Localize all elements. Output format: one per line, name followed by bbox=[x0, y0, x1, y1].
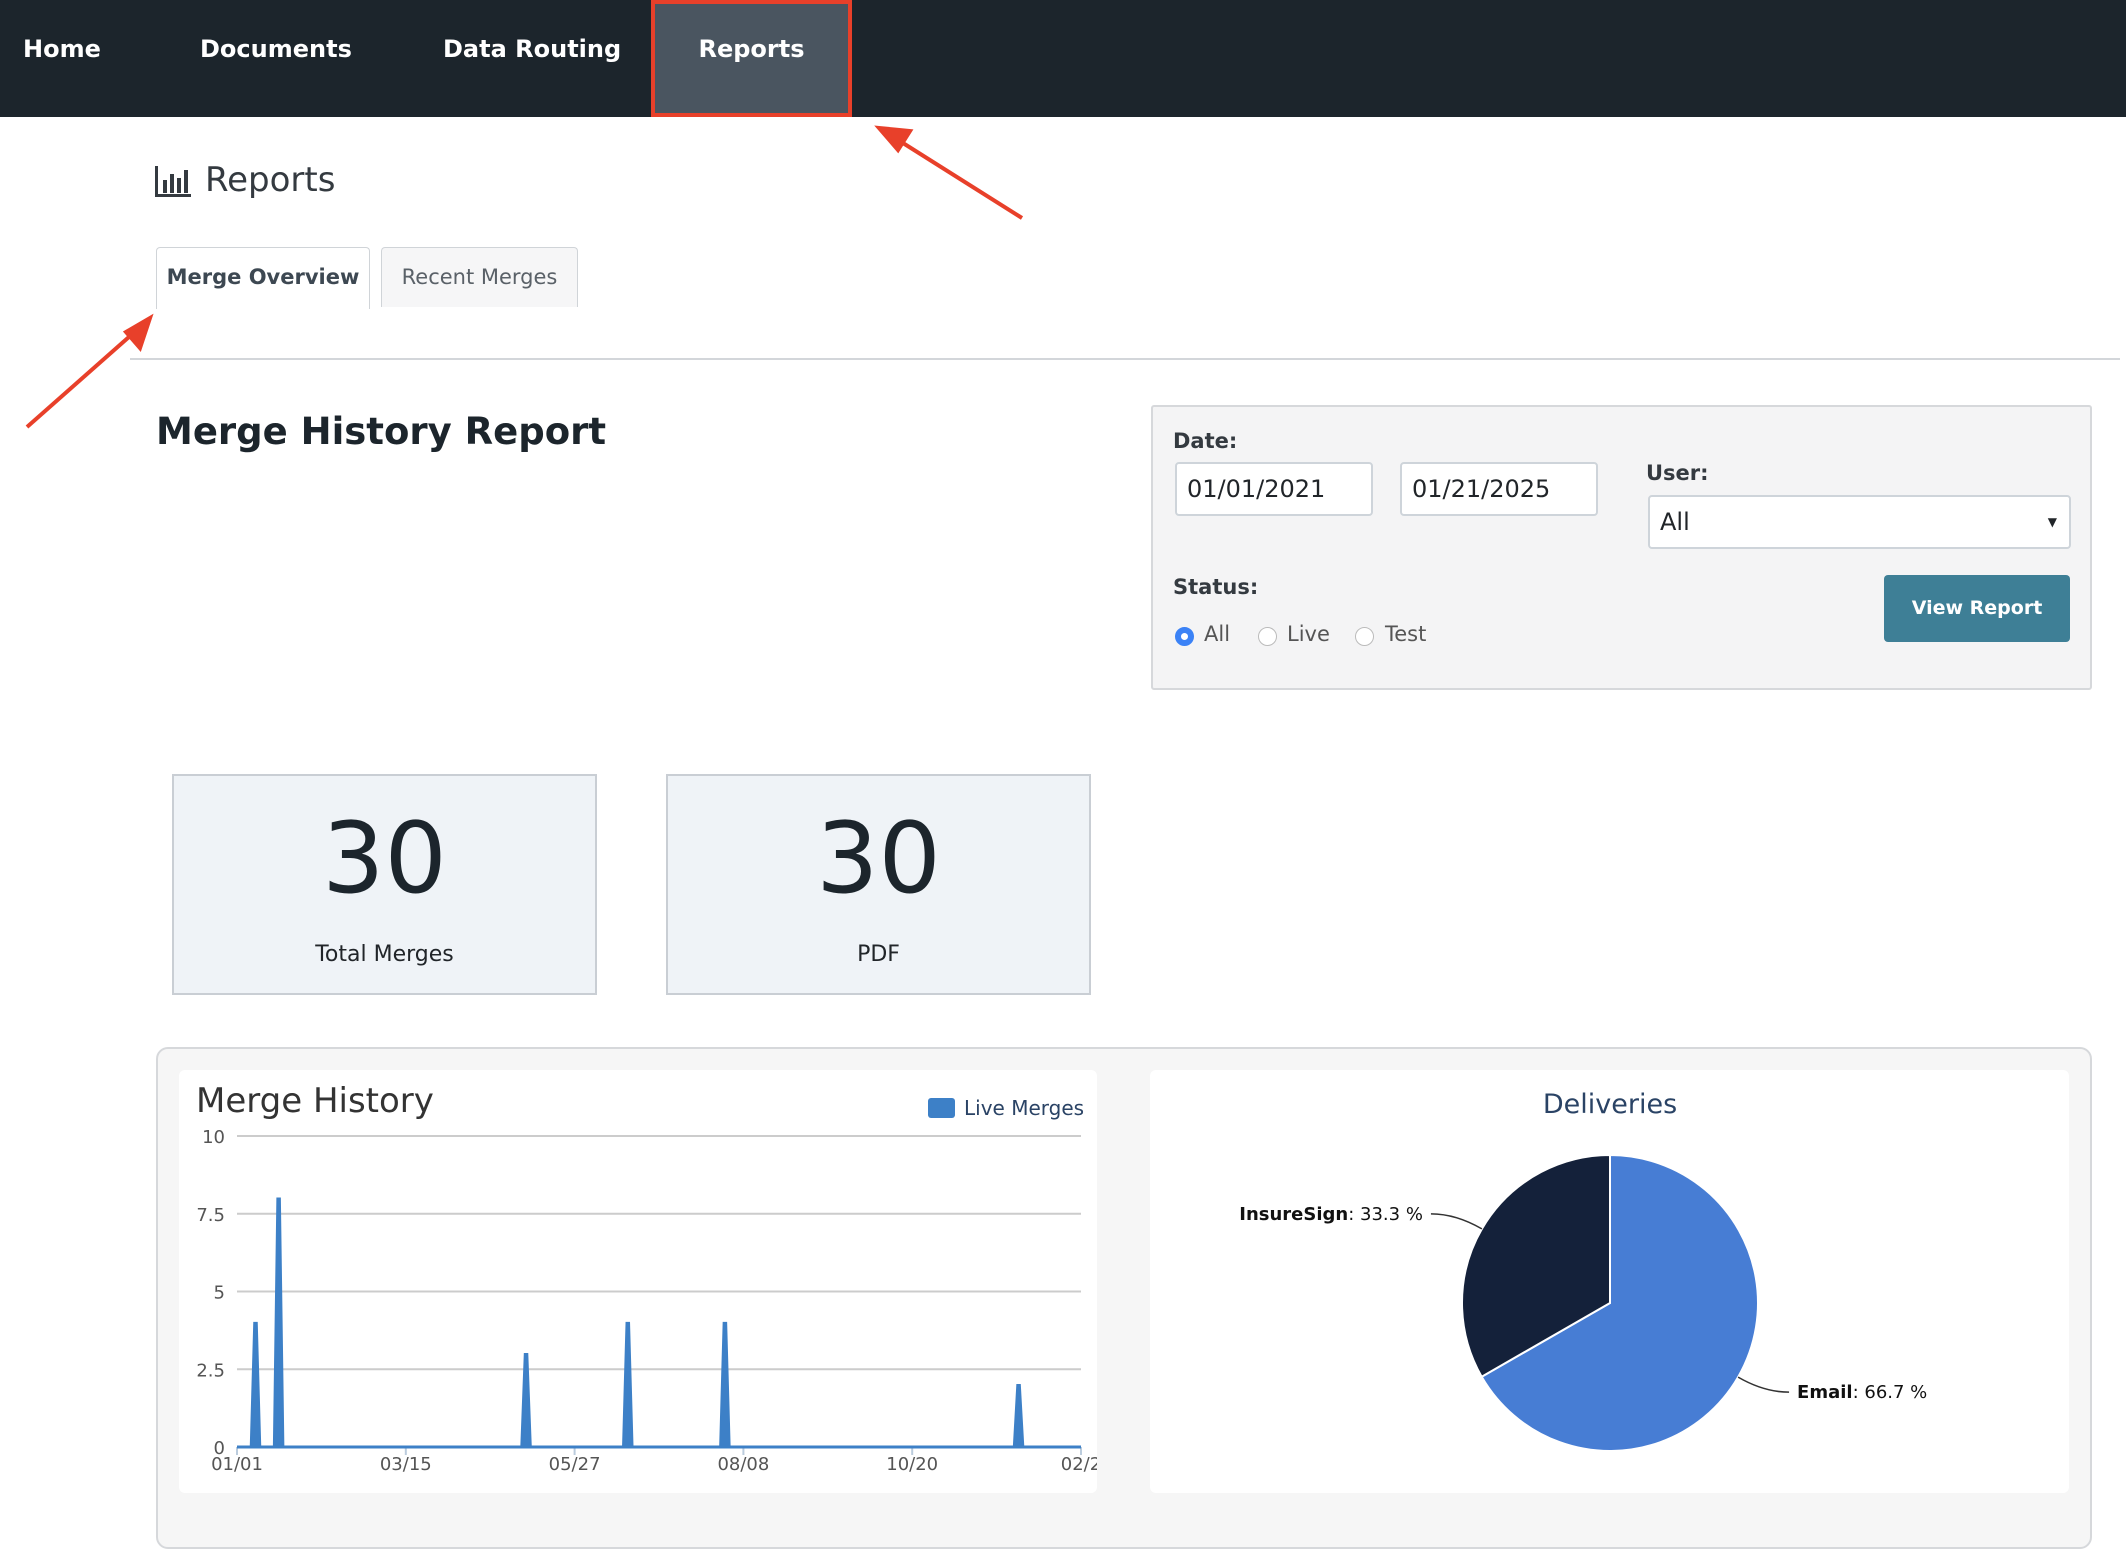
annotation-arrowhead bbox=[122, 313, 154, 352]
annotation-arrow bbox=[893, 136, 1024, 220]
page-title: Reports bbox=[205, 160, 336, 200]
status-radio-test[interactable] bbox=[1355, 627, 1374, 646]
x-tick-label: 01/01 bbox=[211, 1454, 263, 1475]
merge-history-chart: Merge History Live Merges 0 2.5 5 7.5 10 01/0… bbox=[179, 1070, 1101, 1493]
stat-label: PDF bbox=[857, 942, 900, 967]
status-label-test: Test bbox=[1385, 622, 1427, 646]
view-report-button[interactable]: View Report bbox=[1884, 575, 2070, 642]
status-label-all: All bbox=[1204, 622, 1231, 646]
status-radio-all[interactable] bbox=[1175, 627, 1194, 646]
pie-label-name: InsureSign bbox=[1239, 1204, 1348, 1225]
pie-connector bbox=[1430, 1213, 1483, 1230]
x-tick-label: 05/27 bbox=[549, 1454, 601, 1475]
y-tick-label: 5 bbox=[214, 1283, 225, 1304]
stat-card-total-merges: 30 Total Merges bbox=[172, 774, 597, 995]
pie-slice-insuresign bbox=[1461, 1153, 1611, 1379]
stat-value: 30 bbox=[322, 802, 447, 916]
data-spike bbox=[622, 1321, 634, 1448]
chart-title: Merge History bbox=[196, 1081, 434, 1121]
annotation-arrow bbox=[25, 327, 140, 429]
date-from-input[interactable]: 01/01/2021 bbox=[1175, 462, 1373, 516]
x-tick-label: 03/15 bbox=[380, 1454, 432, 1475]
tab-recent-merges[interactable]: Recent Merges bbox=[381, 247, 578, 307]
x-tick-label: 02/2 bbox=[1061, 1454, 1097, 1475]
nav-data-routing[interactable]: Data Routing bbox=[443, 35, 622, 63]
pie-label-name: Email bbox=[1797, 1382, 1853, 1403]
y-tick-label: 2.5 bbox=[196, 1360, 225, 1381]
status-radio-live[interactable] bbox=[1258, 627, 1277, 646]
nav-documents[interactable]: Documents bbox=[200, 35, 352, 63]
stat-value: 30 bbox=[816, 802, 941, 916]
stat-label: Total Merges bbox=[315, 942, 454, 967]
annotation-arrows bbox=[25, 125, 1024, 429]
legend-swatch bbox=[928, 1098, 955, 1118]
pie-label-value: : 33.3 % bbox=[1348, 1204, 1423, 1225]
legend-live-merges[interactable]: Live Merges bbox=[964, 1096, 1084, 1120]
top-nav: Home Documents Data Routing Reports bbox=[0, 0, 2126, 117]
nav-home[interactable]: Home bbox=[23, 35, 101, 63]
annotation-arrowhead bbox=[874, 125, 914, 154]
caret-down-icon: ▼ bbox=[2047, 515, 2057, 529]
x-tick-label: 08/08 bbox=[717, 1454, 769, 1475]
data-spike bbox=[719, 1321, 731, 1448]
pie-label-value: : 66.7 % bbox=[1853, 1382, 1928, 1403]
filter-panel: Date: 01/01/2021 01/21/2025 User: All ▼ … bbox=[1151, 405, 2092, 690]
data-spike bbox=[1012, 1384, 1025, 1448]
deliveries-chart: Deliveries Email: 66.7 % InsureSign: 33.3… bbox=[1150, 1070, 2069, 1493]
bar-chart-icon bbox=[155, 166, 191, 197]
data-spike bbox=[272, 1197, 285, 1448]
pie-label: InsureSign: 33.3 % bbox=[1239, 1204, 1423, 1225]
y-tick-label: 7.5 bbox=[196, 1205, 225, 1226]
data-spike bbox=[520, 1352, 532, 1448]
status-label-live: Live bbox=[1287, 622, 1330, 646]
pie-label: Email: 66.7 % bbox=[1797, 1382, 1927, 1403]
tab-merge-overview[interactable]: Merge Overview bbox=[156, 247, 370, 309]
y-tick-label: 0 bbox=[214, 1438, 225, 1459]
data-spike bbox=[249, 1321, 262, 1448]
divider bbox=[130, 358, 2120, 360]
report-title: Merge History Report bbox=[156, 410, 607, 453]
stat-card-pdf: 30 PDF bbox=[666, 774, 1091, 995]
user-select-value: All bbox=[1660, 508, 1690, 536]
date-to-input[interactable]: 01/21/2025 bbox=[1400, 462, 1598, 516]
nav-reports[interactable]: Reports bbox=[651, 0, 852, 117]
chart-title: Deliveries bbox=[1543, 1089, 1677, 1120]
date-label: Date: bbox=[1173, 429, 1238, 453]
deliveries-svg: Deliveries Email: 66.7 % InsureSign: 33.3… bbox=[1239, 1089, 1927, 1452]
merge-history-svg: Merge History Live Merges 0 2.5 5 7.5 10 01/0… bbox=[196, 1081, 1101, 1475]
user-label: User: bbox=[1646, 461, 1709, 485]
y-tick-label: 10 bbox=[202, 1127, 225, 1148]
status-label: Status: bbox=[1173, 575, 1259, 599]
x-tick-label: 10/20 bbox=[886, 1454, 938, 1475]
user-select[interactable]: All ▼ bbox=[1648, 495, 2071, 549]
pie-connector bbox=[1737, 1376, 1790, 1393]
